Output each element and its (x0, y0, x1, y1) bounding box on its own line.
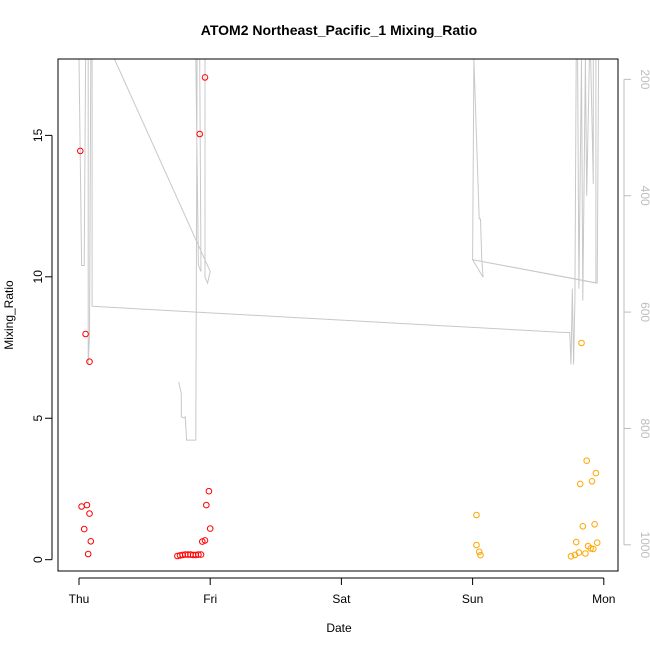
data-point (576, 480, 584, 488)
data-point (587, 545, 595, 552)
right-tick-label: 600 (638, 302, 650, 322)
x-tick-label: Fri (203, 592, 217, 606)
data-point (592, 469, 600, 477)
x-axis-label: Date (326, 621, 352, 635)
y-tick-label: 15 (31, 128, 45, 142)
data-point (84, 550, 92, 558)
right-tick-label: 200 (638, 69, 650, 89)
data-point (83, 501, 91, 509)
data-point (575, 549, 583, 556)
data-point (86, 510, 93, 517)
data-point (80, 525, 88, 533)
data-point (579, 523, 587, 530)
chart-title: ATOM2 Northeast_Pacific_1 Mixing_Ratio (201, 22, 477, 38)
axes-layer: Thu Fri Sat Sun Mon 0 5 10 15 200 400 600 800 1000 (31, 58, 650, 606)
data-point (206, 525, 214, 532)
data-point (578, 339, 585, 347)
data-point (201, 74, 209, 81)
data-point (567, 553, 575, 560)
data-point (473, 511, 480, 519)
data-point (583, 457, 591, 465)
x-tick-label: Sun (462, 592, 483, 606)
data-point (196, 130, 203, 138)
data-point (205, 487, 213, 495)
data-point (77, 147, 84, 155)
data-point (201, 537, 209, 544)
x-tick-label: Sat (332, 592, 351, 606)
pressure-line-layer (78, 59, 600, 441)
data-point (86, 358, 93, 366)
data-points-layer (77, 74, 601, 560)
y-axis-label: Mixing_Ratio (2, 280, 16, 350)
data-point (572, 538, 580, 546)
data-point (197, 551, 205, 558)
data-point (593, 539, 601, 547)
y-tick-label: 0 (31, 556, 45, 563)
data-point (203, 501, 210, 509)
data-point (582, 550, 589, 557)
data-point (87, 538, 95, 545)
x-tick-label: Mon (592, 592, 615, 606)
data-point (475, 548, 483, 556)
data-point (591, 521, 598, 528)
data-point (82, 330, 89, 338)
x-tick-label: Thu (69, 592, 90, 606)
y-tick-label: 10 (31, 270, 45, 284)
data-point (195, 551, 202, 558)
data-point (588, 478, 596, 485)
data-point (477, 551, 484, 559)
y-tick-label: 5 (31, 415, 45, 422)
right-tick-label: 400 (638, 186, 650, 206)
right-tick-label: 800 (638, 418, 650, 438)
pressure-line (78, 59, 600, 441)
plot-frame (57, 58, 619, 572)
right-tick-label: 1000 (638, 531, 650, 558)
data-point (590, 545, 597, 553)
data-point (473, 541, 480, 549)
